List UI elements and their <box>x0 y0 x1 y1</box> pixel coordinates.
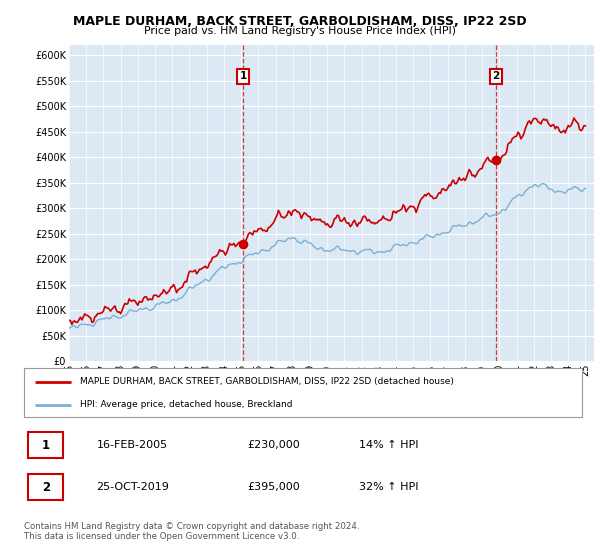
Text: Contains HM Land Registry data © Crown copyright and database right 2024.: Contains HM Land Registry data © Crown c… <box>24 522 359 531</box>
Text: This data is licensed under the Open Government Licence v3.0.: This data is licensed under the Open Gov… <box>24 532 299 541</box>
Text: 1: 1 <box>239 72 247 81</box>
Text: MAPLE DURHAM, BACK STREET, GARBOLDISHAM, DISS, IP22 2SD: MAPLE DURHAM, BACK STREET, GARBOLDISHAM,… <box>73 15 527 27</box>
FancyBboxPatch shape <box>28 432 63 458</box>
Text: 25-OCT-2019: 25-OCT-2019 <box>97 482 169 492</box>
Text: 1: 1 <box>41 438 50 451</box>
Text: Price paid vs. HM Land Registry's House Price Index (HPI): Price paid vs. HM Land Registry's House … <box>144 26 456 36</box>
Text: 16-FEB-2005: 16-FEB-2005 <box>97 440 167 450</box>
Text: HPI: Average price, detached house, Breckland: HPI: Average price, detached house, Brec… <box>80 400 292 409</box>
Text: £395,000: £395,000 <box>247 482 300 492</box>
Text: £230,000: £230,000 <box>247 440 300 450</box>
FancyBboxPatch shape <box>28 474 63 500</box>
FancyBboxPatch shape <box>24 368 582 417</box>
Text: 2: 2 <box>41 481 50 494</box>
Text: 14% ↑ HPI: 14% ↑ HPI <box>359 440 418 450</box>
Text: 32% ↑ HPI: 32% ↑ HPI <box>359 482 418 492</box>
Text: 2: 2 <box>493 72 500 81</box>
Text: MAPLE DURHAM, BACK STREET, GARBOLDISHAM, DISS, IP22 2SD (detached house): MAPLE DURHAM, BACK STREET, GARBOLDISHAM,… <box>80 377 454 386</box>
